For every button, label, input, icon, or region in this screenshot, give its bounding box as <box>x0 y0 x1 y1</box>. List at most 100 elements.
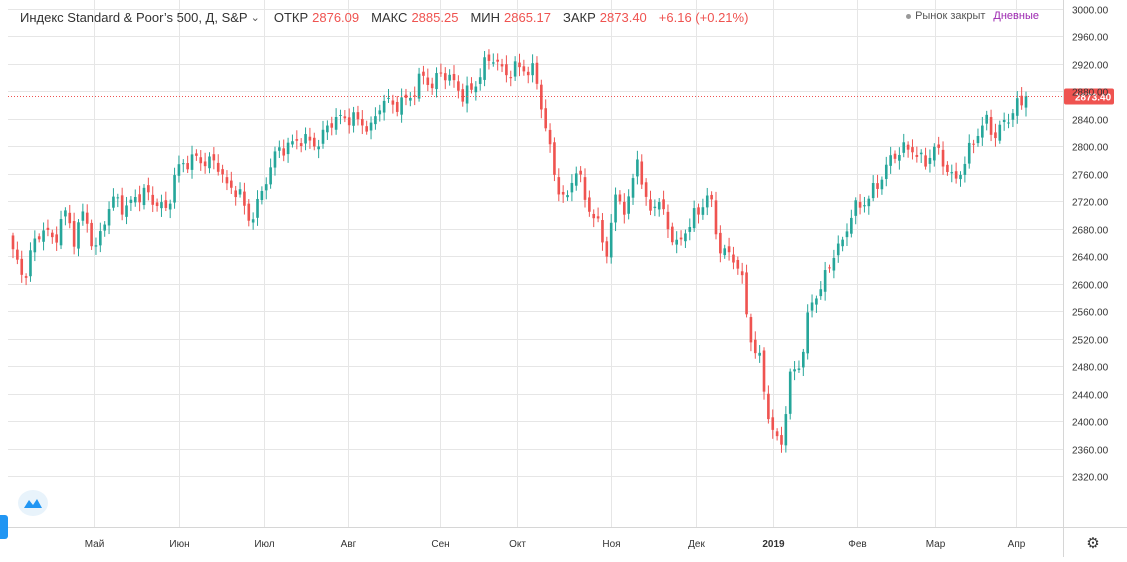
candle-body <box>99 231 102 246</box>
candle-body <box>77 222 80 249</box>
y-tick-label: 2360.00 <box>1072 446 1109 457</box>
candle-body <box>505 64 508 76</box>
y-tick-label: 2960.00 <box>1072 33 1109 44</box>
candle-body <box>435 73 438 90</box>
candle-body <box>535 62 539 84</box>
candle-body <box>186 163 189 170</box>
y-tick-label: 2480.00 <box>1072 363 1109 374</box>
candle-body <box>395 101 399 112</box>
candle-body <box>304 134 307 144</box>
tradingview-logo-icon[interactable] <box>18 490 48 516</box>
low-label: МИН <box>470 9 501 25</box>
candle-body <box>356 112 360 120</box>
candle-body <box>906 144 910 150</box>
chevron-down-icon[interactable]: ⌄ <box>250 11 260 24</box>
candle-body <box>286 142 290 155</box>
candle-body <box>273 151 277 168</box>
candle-body <box>553 142 556 175</box>
period-label[interactable]: Дневные <box>993 10 1039 22</box>
candle-body <box>164 200 168 208</box>
candle-body <box>679 237 683 240</box>
candle-body <box>583 177 587 200</box>
candle-body <box>151 194 155 205</box>
candle-body <box>828 267 831 269</box>
candle-body <box>1020 95 1023 106</box>
candle-body <box>622 201 626 215</box>
candle-body <box>640 161 644 185</box>
candle-body <box>177 164 181 176</box>
candle-body <box>107 209 111 226</box>
candle-body <box>487 54 491 61</box>
candle-body <box>256 198 259 218</box>
candle-body <box>321 129 325 144</box>
y-tick-label: 2920.00 <box>1072 61 1109 72</box>
gear-icon[interactable]: ⚙ <box>1086 535 1100 552</box>
candle-body <box>260 191 264 201</box>
candle-body <box>557 177 561 195</box>
candle-body <box>526 71 530 76</box>
candle-body <box>858 202 862 208</box>
price-axis[interactable]: 2320.00 2360.00 2400.00 2440.00 2480.00 2520.… <box>1072 6 1109 484</box>
candle-body <box>579 170 582 175</box>
candle-body <box>413 95 417 97</box>
candle-body <box>59 219 63 246</box>
time-axis[interactable]: Май Июн Июл Авг Сен Окт Ноя Дек 2019 Фев Мар Апр <box>85 539 1026 550</box>
y-tick-label: 2400.00 <box>1072 418 1109 429</box>
candle-body <box>24 276 28 278</box>
candle-body <box>142 187 146 206</box>
candle-body <box>330 123 334 128</box>
candle-body <box>793 369 796 372</box>
candle-body <box>72 221 76 247</box>
candle-body <box>775 431 779 437</box>
candle-body <box>269 167 272 185</box>
x-tick-label: Июл <box>254 539 274 550</box>
candle-body <box>657 202 661 210</box>
candle-body <box>745 272 748 315</box>
candle-body <box>483 57 486 80</box>
symbol-title[interactable]: Индекс Standard & Poor’s 500, Д, S&P <box>20 9 248 25</box>
candle-body <box>605 241 609 257</box>
open-value: 2876.09 <box>312 9 360 25</box>
candle-body <box>981 125 984 138</box>
candle-body <box>391 100 395 105</box>
y-tick-label: 2840.00 <box>1072 116 1109 127</box>
x-tick-label: Июн <box>169 539 189 550</box>
candle-body <box>299 143 303 147</box>
candle-body <box>688 227 692 232</box>
candle-body <box>570 182 574 193</box>
candle-body <box>823 270 827 292</box>
candle-body <box>500 64 504 67</box>
candle-body <box>409 97 412 101</box>
x-tick-label: Авг <box>341 539 357 550</box>
candle-body <box>361 118 364 126</box>
candle-body <box>278 147 281 151</box>
candle-body <box>138 194 141 203</box>
x-tick-label: Май <box>85 539 105 550</box>
high-label: МАКС <box>371 9 408 25</box>
candle-body <box>566 195 569 198</box>
candle-body <box>946 164 949 173</box>
candle-body <box>382 100 386 113</box>
candle-body <box>29 250 32 277</box>
candle-body <box>457 81 460 91</box>
y-tick-label: 2440.00 <box>1072 391 1109 402</box>
y-tick-label: 2680.00 <box>1072 226 1109 237</box>
candle-body <box>203 161 207 167</box>
candle-body <box>723 248 727 256</box>
last-price-badge <box>1064 88 1114 105</box>
candle-body <box>976 135 980 144</box>
ohlc-values: ОТКР 2876.09 МАКС 2885.25 МИН 2865.17 ЗАКР 2… <box>274 10 757 25</box>
scroll-handle[interactable] <box>0 515 8 539</box>
candle-body <box>574 173 578 186</box>
candle-body <box>627 196 630 214</box>
candle-body <box>64 210 67 217</box>
candle-body <box>740 271 744 276</box>
candle-body <box>928 157 932 164</box>
candle-body <box>701 207 705 215</box>
candle-body <box>959 174 962 180</box>
candle-body <box>867 198 871 207</box>
candle-body <box>671 226 674 243</box>
candle-body <box>784 414 788 446</box>
candle-body <box>963 163 967 175</box>
